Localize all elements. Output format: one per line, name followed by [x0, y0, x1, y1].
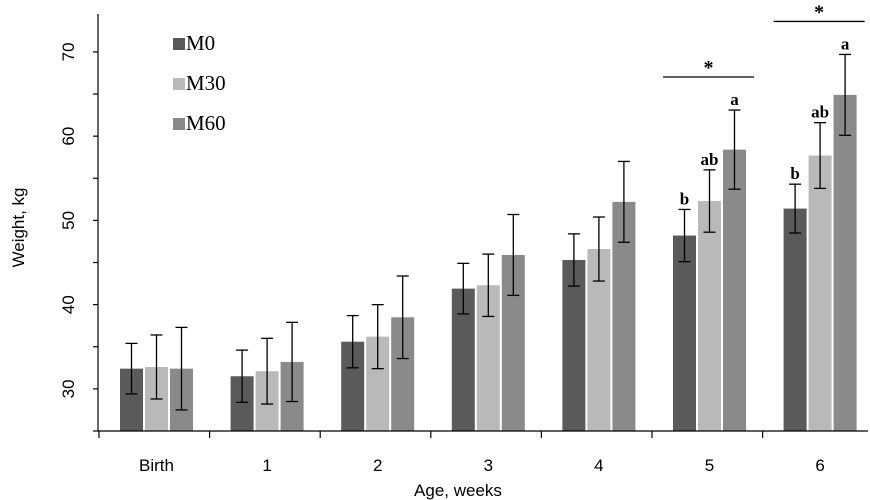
bar-M0-2: [341, 341, 365, 431]
bar-M0-1: [230, 376, 254, 431]
bar-M0-4: [562, 259, 586, 431]
bar-M0-5: [673, 235, 696, 431]
significance-label-M60-5: a: [730, 90, 739, 109]
bar-M60-2: [391, 317, 415, 431]
legend: M0 M30 M60: [173, 31, 226, 135]
bar-M60-4: [612, 201, 636, 431]
y-tick-label-70: 70: [59, 42, 78, 61]
y-tick-label-60: 60: [59, 127, 78, 146]
x-tick-label-3: 3: [484, 456, 493, 475]
y-tick-label-40: 40: [59, 295, 78, 314]
x-tick-label-6: 6: [815, 456, 824, 475]
bar-M60-6: [833, 94, 857, 431]
bar-M30-2: [366, 336, 390, 431]
legend-swatch-M60: [173, 118, 185, 130]
significance-label-M30-5: ab: [701, 150, 719, 169]
significance-label-M0-5: b: [680, 189, 689, 208]
significance-label-M60-6: a: [841, 34, 850, 53]
x-tick-label-1: 1: [262, 456, 271, 475]
x-tick-label-2: 2: [373, 456, 382, 475]
bar-M60-5: [723, 149, 746, 431]
bar-M60-3: [501, 254, 525, 431]
y-tick-label-50: 50: [59, 211, 78, 230]
x-tick-label-Birth: Birth: [139, 456, 174, 475]
bar-M0-6: [783, 208, 807, 431]
significance-label-M0-6: b: [790, 164, 799, 183]
bar-M0-3: [451, 288, 475, 431]
legend-label-M30: M30: [186, 71, 226, 95]
x-tick-label-5: 5: [705, 456, 714, 475]
legend-label-M60: M60: [186, 111, 226, 135]
x-axis-title: Age, weeks: [414, 481, 502, 500]
axes-layer: 30 40 50 60 70 Birth 1 2 3 4 5 6: [59, 14, 868, 475]
bar-M0-Birth: [120, 368, 143, 431]
legend-swatch-M0: [173, 38, 185, 50]
significance-label-M30-6: ab: [811, 103, 829, 122]
y-axis-title: Weight, kg: [9, 187, 28, 267]
bar-M30-3: [476, 285, 500, 431]
bar-M30-5: [698, 201, 721, 431]
bar-M30-4: [587, 249, 611, 431]
significance-star-6: *: [814, 1, 824, 23]
significance-star-5: *: [704, 57, 714, 79]
bar-M30-6: [808, 155, 832, 431]
legend-label-M0: M0: [186, 31, 215, 55]
x-tick-label-4: 4: [594, 456, 603, 475]
legend-swatch-M30: [173, 78, 185, 90]
y-tick-label-30: 30: [59, 379, 78, 398]
